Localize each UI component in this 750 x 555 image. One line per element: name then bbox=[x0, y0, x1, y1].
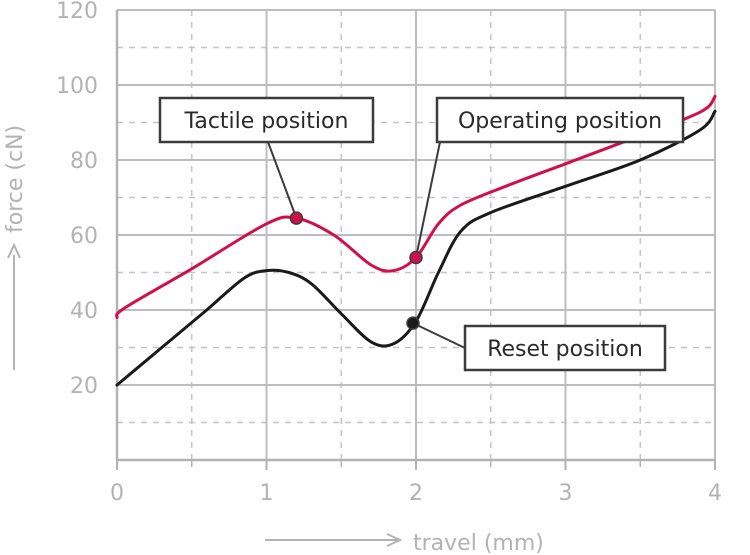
y-axis-arrow bbox=[7, 242, 21, 370]
y-tick-label: 100 bbox=[56, 74, 98, 99]
tick-labels: 20 40 60 80 100 120 0 1 2 3 4 bbox=[56, 0, 722, 506]
callout-leader bbox=[267, 141, 298, 219]
annotation-marker bbox=[409, 250, 423, 265]
x-tick-label: 0 bbox=[110, 481, 124, 506]
x-axis-title: travel (mm) bbox=[413, 531, 544, 555]
y-axis-title: force (cN) bbox=[3, 125, 28, 233]
x-tick-label: 4 bbox=[708, 481, 722, 506]
series-line-1 bbox=[115, 109, 717, 387]
y-tick-label: 120 bbox=[56, 0, 98, 24]
x-tick-label: 2 bbox=[409, 481, 423, 506]
callout-label: Tactile position bbox=[184, 109, 349, 134]
y-tick-label: 80 bbox=[70, 149, 98, 174]
annotation-marker bbox=[289, 211, 304, 225]
x-tick-label: 1 bbox=[260, 481, 274, 506]
annotation-marker bbox=[406, 316, 420, 330]
callout-label: Reset position bbox=[487, 337, 643, 362]
y-tick-label: 20 bbox=[70, 374, 98, 399]
callout-leader bbox=[415, 141, 441, 258]
axis-titles: force (cN) travel (mm) bbox=[3, 125, 544, 555]
y-tick-label: 40 bbox=[70, 299, 98, 324]
callout-box bbox=[158, 96, 375, 144]
callout-box bbox=[463, 324, 667, 372]
x-axis-arrow bbox=[265, 533, 403, 547]
y-tick-label: 60 bbox=[70, 224, 98, 249]
callout-box bbox=[435, 96, 685, 144]
callout-label: Operating position bbox=[458, 109, 662, 134]
x-tick-label: 3 bbox=[559, 481, 573, 506]
annotations: Tactile position Operating position Reset … bbox=[158, 96, 685, 372]
grid bbox=[117, 9, 716, 460]
callout-leader bbox=[412, 322, 466, 349]
